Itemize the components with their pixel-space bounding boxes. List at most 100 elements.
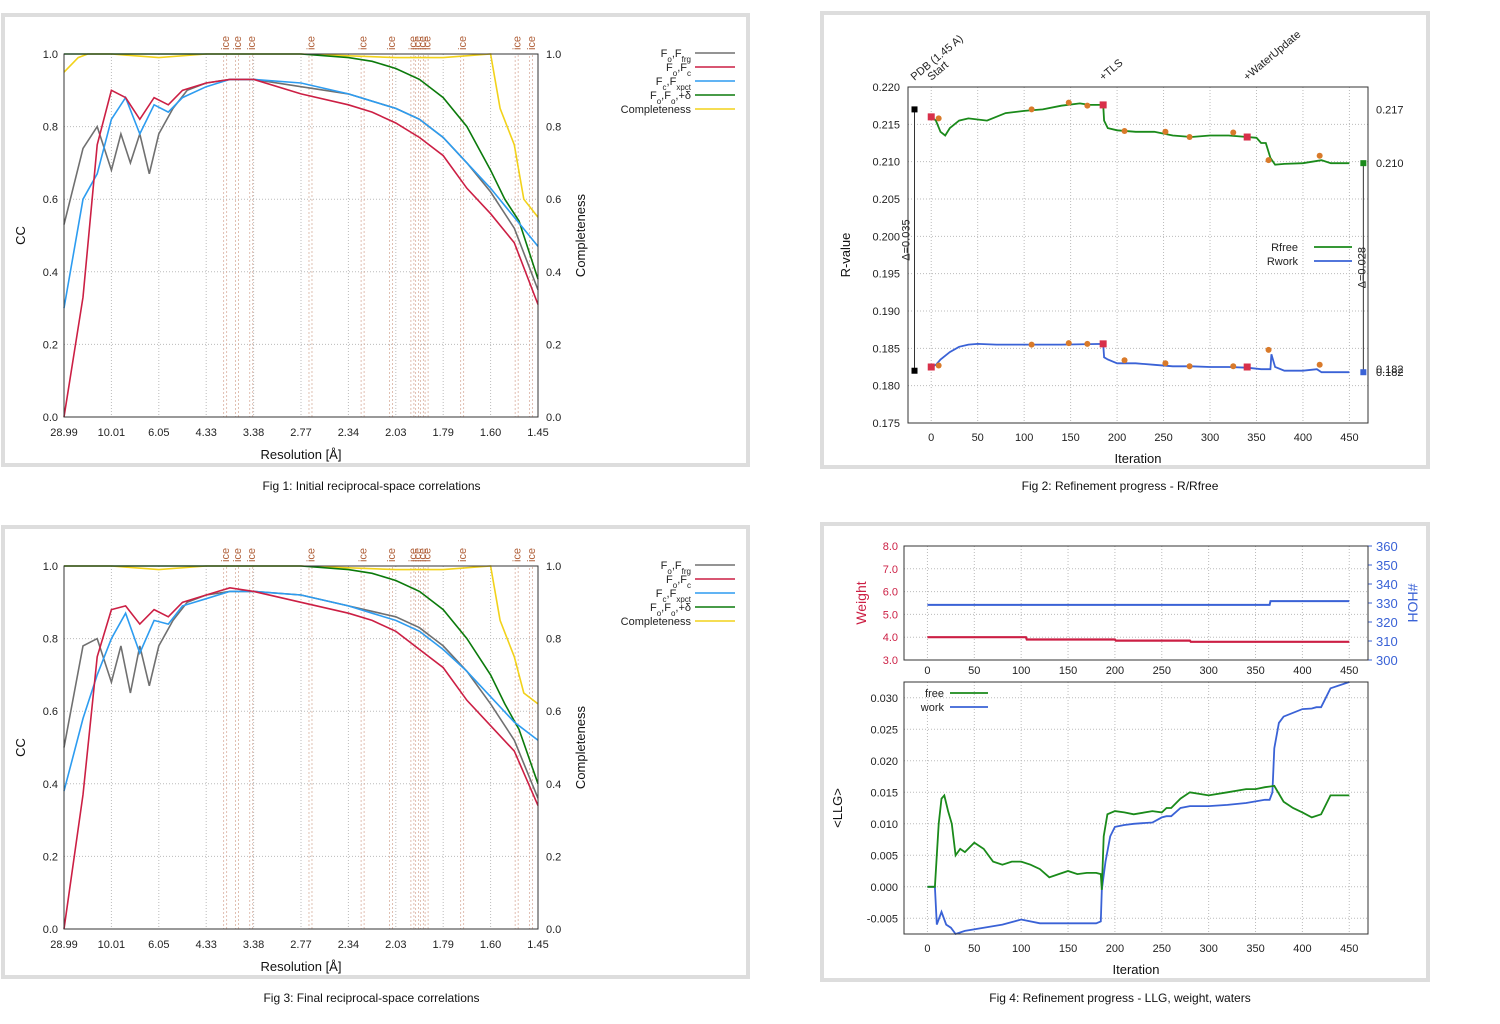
y-tick-label: 1.0	[43, 561, 58, 573]
x-tick-label: 4.33	[195, 939, 216, 951]
fig4-chart: 3.0 4.0 5.0 6.0 7.0 8.0 300 310 320 330 340 350 360 0…	[830, 539, 1421, 977]
weight-tick-label: 3.0	[883, 655, 898, 667]
delta-label: Δ=0.035	[901, 219, 913, 260]
marker-orange	[1162, 128, 1169, 135]
y-tick-label: 0.4	[43, 267, 58, 279]
ice-ring-band	[460, 565, 465, 930]
hoh-tick-label: 310	[1376, 634, 1398, 649]
marker-orange	[935, 115, 942, 122]
top-plot-border	[903, 545, 1369, 661]
marker-red	[1243, 133, 1251, 141]
legend-label-completeness: Completeness	[621, 616, 692, 628]
ice-ring-band	[360, 565, 365, 930]
fig2-caption: Fig 2: Refinement progress - R/Rfree	[1021, 479, 1219, 493]
right-value-label: 0.217	[1376, 104, 1404, 116]
ice-ring-label: ice	[232, 36, 244, 50]
x-tick-label: 200	[1106, 943, 1124, 955]
y-axis-label: CC	[13, 226, 28, 245]
top-x-tick-label: 400	[1293, 665, 1311, 677]
x-tick-label: 400	[1294, 432, 1312, 444]
x-axis-label: Resolution [Å]	[261, 447, 342, 462]
ice-ring-band	[223, 565, 228, 930]
legend-label-completeness: Completeness	[621, 104, 692, 116]
ice-ring-band	[235, 565, 239, 930]
y-tick-label: 0.8	[43, 634, 58, 646]
ice-ring-band	[415, 53, 420, 418]
x-tick-label: 2.34	[338, 939, 359, 951]
marker-red	[1243, 363, 1251, 371]
marker-orange	[1265, 346, 1272, 353]
y-tick-label: 0.6	[43, 706, 58, 718]
hoh-axis-label: #HOH	[1405, 584, 1421, 623]
plot-border	[903, 681, 1369, 935]
ice-ring-label: ice	[417, 36, 429, 50]
y2-tick-label: 0.4	[546, 779, 561, 791]
ice-ring-band	[415, 565, 420, 930]
y-tick-label: 0.010	[870, 819, 898, 831]
x-tick-label: 28.99	[50, 427, 78, 439]
marker-orange	[1065, 99, 1072, 106]
marker-orange	[1121, 128, 1128, 135]
ice-ring-label: ice	[512, 548, 524, 562]
ice-ring-label: ice	[407, 36, 419, 50]
y2-tick-label: 1.0	[546, 561, 561, 573]
y-tick-label: 0.205	[872, 194, 900, 206]
top-x-tick-label: 100	[1012, 665, 1030, 677]
series-line-fo_fo_delta	[64, 565, 539, 785]
fig1-chart: 0.0 0.2 0.4 0.6 0.8 1.0 0.0 0.2 0.4 0.6 0.8 1.0 28.9…	[13, 36, 735, 462]
x-tick-label: 0	[924, 943, 930, 955]
y-tick-label: 0.000	[870, 882, 898, 894]
hoh-tick-label: 360	[1376, 539, 1398, 554]
y2-tick-label: 1.0	[546, 49, 561, 61]
x-tick-label: 150	[1059, 943, 1077, 955]
ice-ring-band	[528, 565, 533, 930]
fig3-chart: 0.0 0.2 0.4 0.6 0.8 1.0 0.0 0.2 0.4 0.6 0.8 1.0 28.9…	[13, 548, 735, 974]
marker-orange	[1230, 129, 1237, 136]
ice-ring-label: ice	[407, 548, 419, 562]
legend-label-rwork: Rwork	[1267, 256, 1299, 268]
right-value-label: 0.210	[1376, 158, 1404, 170]
y-tick-label: 0.215	[872, 119, 900, 131]
marker-black	[911, 106, 918, 113]
ice-ring-band	[424, 53, 429, 418]
ice-ring-band	[389, 565, 393, 930]
fig4-frame: 3.0 4.0 5.0 6.0 7.0 8.0 300 310 320 330 340 350 360 0…	[820, 522, 1430, 982]
weight-tick-label: 5.0	[883, 609, 898, 621]
ice-ring-label: ice	[386, 36, 398, 50]
ice-ring-label: ice	[422, 36, 434, 50]
legend-label-work: work	[920, 702, 945, 714]
marker-end-blue	[1360, 369, 1367, 376]
ice-ring-label: ice	[512, 36, 524, 50]
legend-label-fo_fc: Fo,Fc	[666, 574, 691, 590]
fig2-frame: 0.175 0.180 0.185 0.190 0.195 0.200 0.205 0.210…	[820, 11, 1430, 469]
y-tick-label: 0.210	[872, 157, 900, 169]
marker-red	[1099, 101, 1107, 109]
marker-red	[927, 363, 935, 371]
ice-ring-label: ice	[412, 36, 424, 50]
marker-red	[1099, 340, 1107, 348]
y-tick-label: 0.020	[870, 756, 898, 768]
y2-axis-label: Completeness	[573, 705, 588, 789]
y2-tick-label: 0.8	[546, 122, 561, 134]
series-line-fc_fxpct	[63, 590, 539, 792]
y-tick-label: 1.0	[43, 49, 58, 61]
ice-ring-label: ice	[246, 36, 258, 50]
y-axis-label: <LLG>	[830, 788, 845, 828]
weight-axis-label: Weight	[853, 581, 869, 624]
marker-end-green	[1360, 160, 1367, 167]
y-tick-label: 0.8	[43, 122, 58, 134]
y-tick-label: 0.175	[872, 418, 900, 430]
y-tick-label: 0.185	[872, 343, 900, 355]
plot-border	[907, 86, 1369, 424]
y-tick-label: -0.005	[867, 913, 898, 925]
y-tick-label: 0.015	[870, 787, 898, 799]
x-tick-label: 10.01	[98, 427, 126, 439]
hoh-tick-label: 340	[1376, 577, 1398, 592]
ice-ring-band	[249, 53, 254, 418]
y-tick-label: 0.025	[870, 724, 898, 736]
y2-axis-label: Completeness	[573, 193, 588, 277]
delta-label: Δ=0.028	[1356, 247, 1368, 288]
series-line-waters	[927, 600, 1350, 606]
x-tick-label: 2.34	[338, 427, 359, 439]
y-tick-label: 0.180	[872, 381, 900, 393]
